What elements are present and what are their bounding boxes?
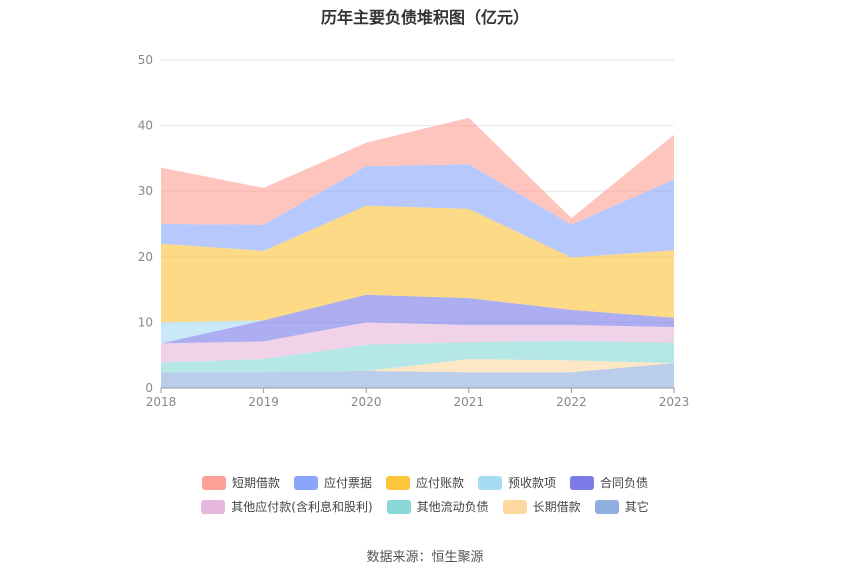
legend-item[interactable]: 长期借款 [502,498,581,515]
x-tick-label: 2021 [454,395,485,409]
y-tick-label: 10 [138,315,153,329]
area-series-短期借款 [161,117,674,225]
x-tick-label: 2020 [351,395,382,409]
y-tick-label: 30 [138,184,153,198]
area-series-合同负债 [161,294,674,344]
legend-swatch [570,475,595,490]
area-series-其他应付款(含利息和股利) [161,322,674,363]
legend-item[interactable]: 预收款项 [478,474,556,491]
area-series-长期借款 [161,359,674,373]
area-series-其它 [161,363,674,388]
y-tick-label: 40 [138,119,153,133]
legend-swatch [386,499,411,514]
y-tick-label: 20 [138,250,153,264]
legend-item[interactable]: 其他应付款(含利息和股利) [201,498,373,515]
x-tick-label: 2022 [556,395,587,409]
legend-swatch [594,499,619,514]
legend-label: 合同负债 [600,476,649,490]
x-tick-label: 2019 [248,395,279,409]
legend-label: 其他流动负债 [416,500,489,514]
area-series-其他流动负债 [161,340,674,373]
y-tick-label: 50 [138,53,153,67]
legend-swatch [201,499,226,514]
legend-swatch [478,475,502,490]
x-tick-label: 2018 [146,395,177,409]
legend-label: 长期借款 [532,500,581,514]
legend-label: 预收款项 [508,476,557,490]
legend-label: 应付票据 [323,476,372,490]
legend-label: 其他应付款(含利息和股利) [231,500,373,514]
legend-item[interactable]: 其它 [594,498,649,515]
legend-item[interactable]: 合同负债 [570,474,648,491]
legend-item[interactable]: 其他流动负债 [386,498,489,515]
area-series-应付账款 [161,205,674,323]
legend-swatch [293,475,318,490]
legend-swatch [385,475,410,490]
data-source-note: 数据来源：恒生聚源 [366,550,484,565]
legend-row-1: 短期借款 应付票据 应付账款 预收款项 合同负债 [0,474,850,491]
chart-title: 历年主要负债堆积图（亿元） [320,8,529,27]
x-tick-label: 2023 [659,395,690,409]
legend-item[interactable]: 应付账款 [385,474,464,491]
legend-item[interactable]: 短期借款 [201,474,280,491]
stacked-area-chart: 0 10 20 30 40 50 2018 2019 2020 2021 2022 2023 [138,53,690,409]
area-series-应付票据 [161,164,674,258]
legend-item[interactable]: 应付票据 [293,474,372,491]
legend-label: 应付账款 [415,476,464,490]
y-tick-label: 0 [145,381,153,395]
legend-label: 短期借款 [231,476,280,490]
legend-swatch [201,475,226,490]
legend-label: 其它 [624,500,649,514]
legend-row-2: 其他应付款(含利息和股利) 其他流动负债 长期借款 其它 [0,498,850,515]
legend-swatch [502,499,527,514]
